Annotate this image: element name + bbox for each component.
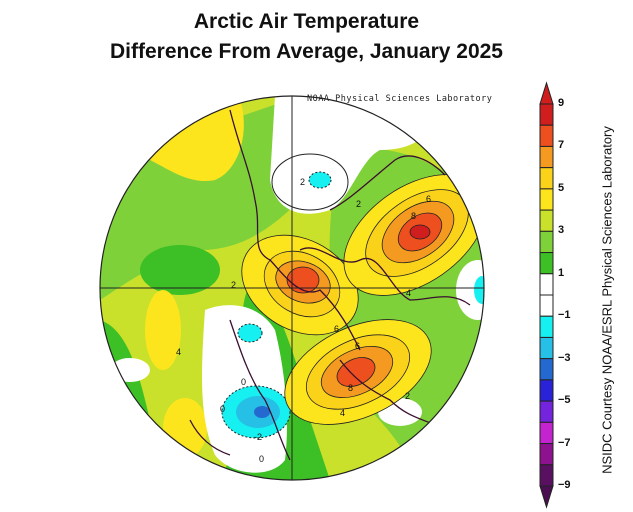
contour-label: 2 xyxy=(405,391,410,401)
colorbar-swatch xyxy=(539,315,554,338)
contour-label: 2 xyxy=(300,177,305,187)
colorbar-swatch xyxy=(539,273,554,296)
contour-label: 2 xyxy=(231,280,236,290)
colorbar-tick-label: 7 xyxy=(558,139,565,152)
colorbar-tick-label: 9 xyxy=(558,97,565,109)
contour-label: 8 xyxy=(348,383,353,393)
colorbar-swatch xyxy=(539,358,554,381)
green-region xyxy=(140,245,220,295)
colorbar-tick-label: −9 xyxy=(558,479,571,491)
colorbar-swatch xyxy=(539,443,554,466)
colorbar-tick-label: 3 xyxy=(558,224,565,237)
dark-blue-region xyxy=(254,406,270,418)
map-boundary xyxy=(99,95,485,481)
colorbar-swatch xyxy=(539,103,554,126)
colorbar-tick-label: −1 xyxy=(558,309,571,322)
contour-labels: 2 6 8 2 4 6 6 8 2 4 4 0 0 -2 0 2 xyxy=(176,177,431,464)
source-label: NOAA Physical Sciences Laboratory xyxy=(307,94,493,104)
coastlines xyxy=(189,109,471,461)
contour-label: 4 xyxy=(340,408,345,418)
colorbar-swatch xyxy=(539,124,554,147)
map-field: 2 6 8 2 4 6 6 8 2 4 4 0 0 -2 0 2 xyxy=(100,96,484,480)
contour-label: 6 xyxy=(426,194,431,204)
colorbar-swatch xyxy=(539,230,554,254)
white-region xyxy=(110,358,150,382)
credit-text: NSIDC Courtesy NOAA/ESRL Physical Scienc… xyxy=(599,126,615,474)
contour-label: 6 xyxy=(334,324,339,334)
colorbar-swatch xyxy=(539,167,554,190)
cyan-spot xyxy=(308,171,332,189)
colorbar-swatch xyxy=(539,421,554,445)
colorbar-tick-label: −5 xyxy=(558,394,571,407)
contour-label: -2 xyxy=(254,432,262,442)
contour-label: 4 xyxy=(406,288,411,298)
colorbar xyxy=(539,81,554,509)
chart-title-line1: Arctic Air Temperature xyxy=(193,10,420,33)
colorbar-tick-label: −7 xyxy=(558,436,571,449)
yellow-region xyxy=(163,398,207,458)
contour-label: 6 xyxy=(355,341,360,351)
cyan-spot xyxy=(474,276,484,304)
colorbar-top-arrow xyxy=(539,81,554,105)
colorbar-tick-label: 1 xyxy=(558,266,565,279)
colorbar-swatch xyxy=(539,294,554,317)
colorbar-tick-label: 5 xyxy=(558,181,565,194)
colorbar-swatch xyxy=(539,145,554,169)
colorbar-swatch xyxy=(539,209,554,232)
colorbar-swatch xyxy=(539,379,554,402)
chart-title-line2: Difference From Average, January 2025 xyxy=(110,40,503,63)
yellow-region xyxy=(145,290,181,370)
colorbar-swatch xyxy=(539,188,554,211)
warm-anomaly-alaska xyxy=(284,319,432,425)
contour-label: 2 xyxy=(356,199,361,209)
colorbar-tick-label: −3 xyxy=(558,351,571,364)
contour-label: 0 xyxy=(241,377,246,387)
contour-label: 8 xyxy=(411,211,416,221)
cyan-spot xyxy=(237,323,263,343)
green-region xyxy=(100,96,300,300)
colorbar-swatch xyxy=(539,336,554,360)
colorbar-swatch xyxy=(539,400,554,423)
colorbar-swatch xyxy=(539,252,554,275)
source-label-bg xyxy=(300,92,490,106)
contour-label: 0 xyxy=(259,454,264,464)
contour-label: 4 xyxy=(176,347,181,357)
contour-label: 0 xyxy=(220,404,225,414)
colorbar-bottom-arrow xyxy=(539,485,554,509)
colorbar-swatch xyxy=(539,464,554,487)
